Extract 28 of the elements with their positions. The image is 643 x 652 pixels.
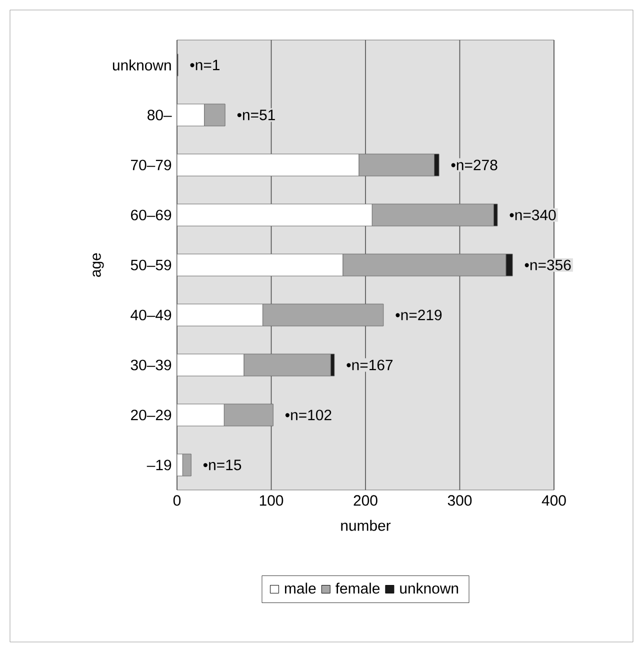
legend-label: unknown bbox=[400, 582, 458, 594]
y-tick-label: 30–39 bbox=[130, 360, 172, 370]
y-tick-label: unknown bbox=[112, 60, 171, 70]
x-tick-label: 0 bbox=[173, 495, 181, 506]
y-tick-label: 60–69 bbox=[131, 210, 172, 220]
y-tick-label: 80– bbox=[148, 110, 172, 120]
y-tick-label: 20–29 bbox=[131, 410, 172, 420]
x-tick-label: 400 bbox=[542, 495, 566, 506]
total-label: •n=278 bbox=[451, 160, 498, 170]
total-label: •n=219 bbox=[396, 310, 442, 320]
legend-label: male bbox=[284, 582, 316, 594]
y-tick-label: –19 bbox=[146, 460, 172, 470]
x-axis-title: number bbox=[341, 520, 391, 531]
total-label: •n=1 bbox=[190, 60, 220, 70]
y-axis-title: age bbox=[92, 253, 104, 277]
x-tick-label: 300 bbox=[448, 495, 472, 506]
x-tick-label: 100 bbox=[260, 495, 284, 506]
total-label: •n=356 bbox=[524, 260, 571, 270]
total-label: •n=167 bbox=[346, 360, 393, 370]
y-tick-label: 70–79 bbox=[131, 160, 172, 170]
total-label: •n=102 bbox=[285, 410, 332, 420]
total-label: •n=15 bbox=[203, 460, 242, 470]
total-label: •n=51 bbox=[237, 110, 275, 120]
legend-label: female bbox=[336, 582, 380, 594]
y-tick-label: 50–59 bbox=[130, 260, 172, 270]
y-tick-label: 40–49 bbox=[130, 310, 172, 320]
total-label: •n=340 bbox=[510, 210, 556, 220]
x-tick-label: 200 bbox=[354, 495, 378, 506]
